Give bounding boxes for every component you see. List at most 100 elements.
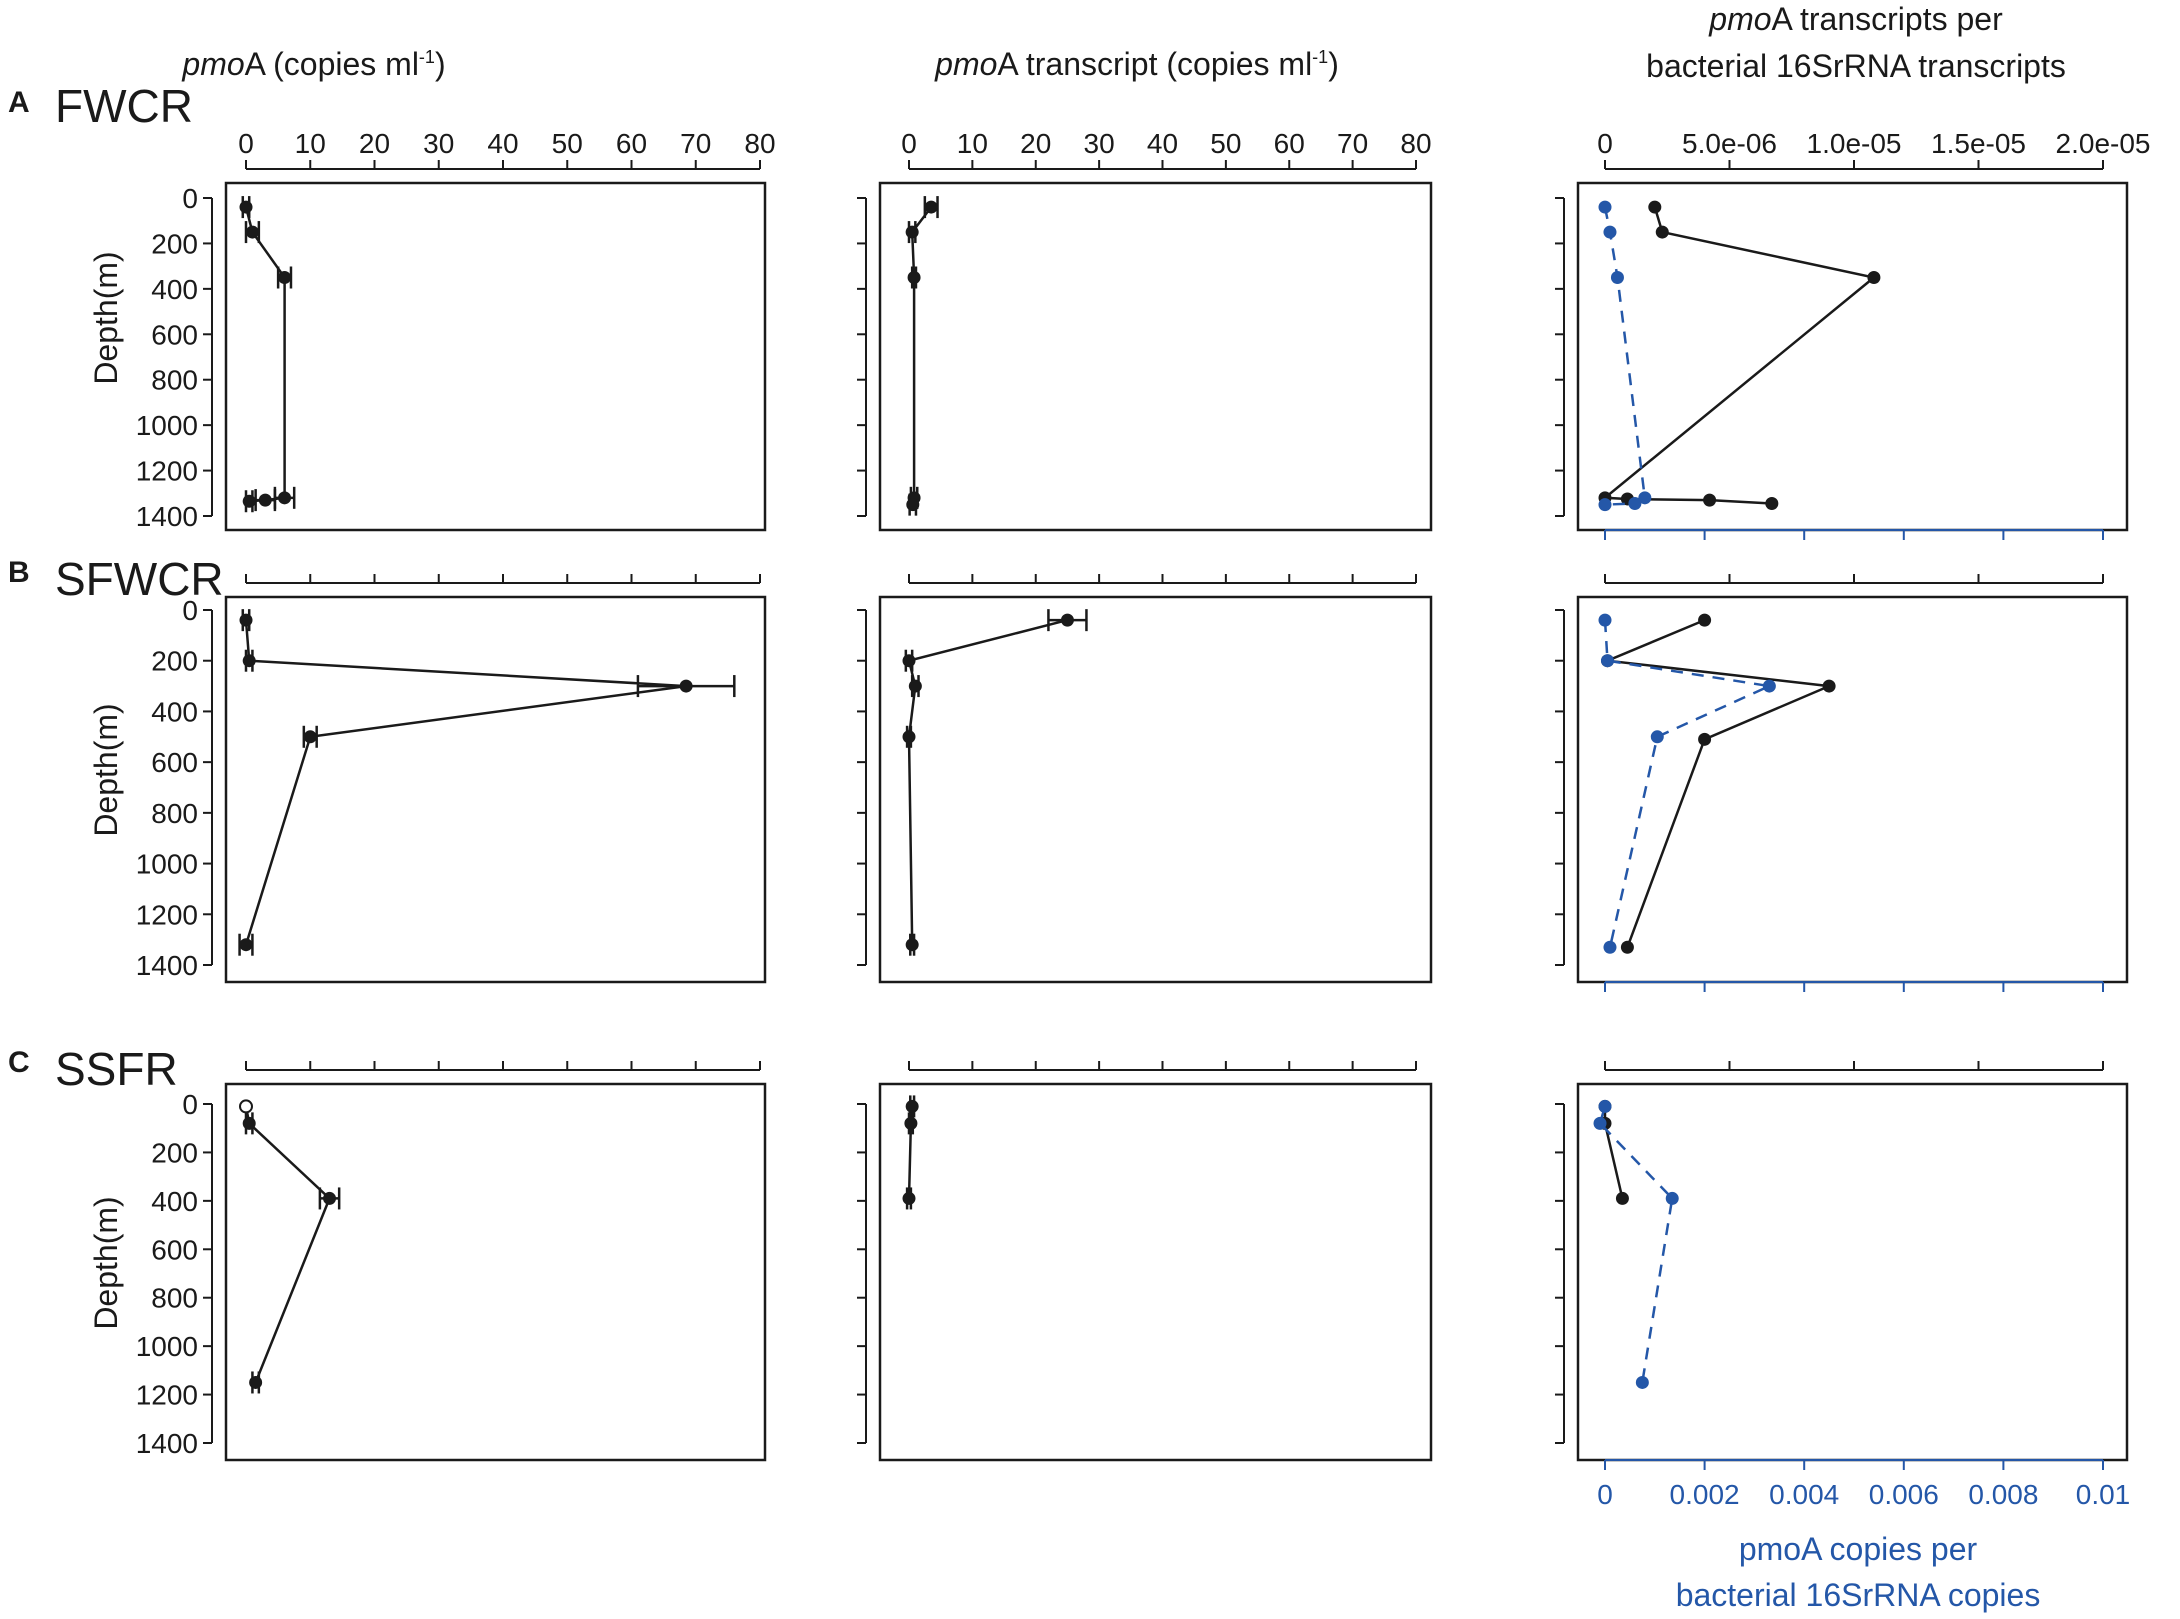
data-point <box>239 938 253 952</box>
x-tick-label: 40 <box>487 128 518 159</box>
y-tick-label: 600 <box>151 747 198 778</box>
data-point <box>242 654 256 668</box>
axes-c1: 0 200 400 600 800 1000 1200 1400 <box>136 1061 767 1462</box>
axes-a1: 0 200 400 600 800 1000 1200 1400 0 10 20 30 40 50 60 70… <box>136 128 776 532</box>
axes-b3 <box>1555 574 2129 992</box>
y-tick-label: 600 <box>151 319 198 350</box>
axes-b2 <box>857 574 1433 984</box>
x2-tick-label: 0.002 <box>1670 1479 1740 1510</box>
series-line <box>244 1106 331 1383</box>
y-tick-label: 400 <box>151 274 198 305</box>
y-tick-label: 200 <box>151 646 198 677</box>
series-line <box>1602 618 1834 948</box>
series-b2-1 <box>902 609 1088 956</box>
plot-frame <box>224 595 767 984</box>
data-point <box>1620 940 1634 954</box>
series-a2-1 <box>905 196 939 516</box>
series-line <box>244 620 687 946</box>
series-b3-2 <box>1598 613 1776 954</box>
plot-frame <box>878 181 1433 532</box>
series-a3-2 <box>1598 200 1652 512</box>
x-tick-label: 2.0e-05 <box>2056 128 2151 159</box>
x-tick-label: 80 <box>744 128 775 159</box>
data-point <box>1650 730 1664 744</box>
x2-tick-label: 0.006 <box>1869 1479 1939 1510</box>
data-point <box>1628 497 1642 511</box>
y-tick-label: 1400 <box>136 950 198 981</box>
col2-axis-title: pmoA transcript (copies ml-1) <box>934 46 1339 82</box>
y-tick-label: 400 <box>151 696 198 727</box>
series-c1-1 <box>239 1099 341 1394</box>
data-point <box>905 225 919 239</box>
data-point <box>1765 497 1779 511</box>
x-tick-label: 50 <box>552 128 583 159</box>
data-point <box>1822 679 1836 693</box>
x-tick-label: 30 <box>423 128 454 159</box>
y-tick-label: 1000 <box>136 1331 198 1362</box>
data-point <box>239 200 253 214</box>
data-point <box>249 1375 263 1389</box>
data-point <box>323 1191 337 1205</box>
x-tick-label: 10 <box>957 128 988 159</box>
y-tick-label: 400 <box>151 1186 198 1217</box>
data-point <box>1762 679 1776 693</box>
axes-c3: 0 0.002 0.004 0.006 0.008 0.01 <box>1555 1061 2130 1510</box>
x-tick-label: 0 <box>1597 128 1613 159</box>
data-point <box>1635 1375 1649 1389</box>
plot-frame <box>878 595 1433 984</box>
site-label-fwcr: FWCR <box>55 80 193 132</box>
x-tick-label: 60 <box>616 128 647 159</box>
col1-axis-title: pmoA (copies ml-1) <box>181 46 445 82</box>
x-tick-label: 80 <box>1400 128 1431 159</box>
data-point <box>1655 225 1669 239</box>
site-label-ssfr: SSFR <box>55 1043 178 1095</box>
series-c2-1 <box>902 1095 919 1210</box>
y-tick-label: 0 <box>182 183 198 214</box>
data-point <box>1703 493 1717 507</box>
y-tick-label: 600 <box>151 1234 198 1265</box>
x-tick-label: 10 <box>295 128 326 159</box>
y-tick-label: 800 <box>151 798 198 829</box>
data-point <box>1603 940 1617 954</box>
plot-frame <box>878 1082 1433 1462</box>
data-point <box>1867 271 1881 284</box>
x-tick-label: 1.0e-05 <box>1807 128 1902 159</box>
x-tick-label: 20 <box>359 128 390 159</box>
data-point <box>902 730 916 744</box>
y-tick-label: 200 <box>151 1137 198 1168</box>
bottom-axis-title-line2: bacterial 16SrRNA copies <box>1676 1577 2041 1613</box>
x-tick-label: 0 <box>901 128 917 159</box>
y-tick-label: 0 <box>182 1089 198 1120</box>
data-point <box>303 730 317 744</box>
data-point <box>1638 491 1652 505</box>
y-tick-label: 1200 <box>136 899 198 930</box>
series-line <box>907 618 1068 945</box>
y-tick-label: 200 <box>151 228 198 259</box>
series-line <box>1598 1106 1674 1383</box>
y-tick-label: 1000 <box>136 849 198 880</box>
data-point <box>902 654 916 668</box>
data-point <box>924 200 938 214</box>
series-line <box>1603 206 1647 506</box>
data-point <box>908 679 922 693</box>
data-point <box>1615 1191 1629 1205</box>
x-tick-label: 60 <box>1274 128 1305 159</box>
data-point <box>242 1116 256 1130</box>
series-a1-1 <box>239 196 296 513</box>
data-point <box>1060 613 1074 627</box>
panel-label-c: C <box>8 1046 30 1079</box>
data-point <box>904 1116 918 1130</box>
data-point <box>1665 1191 1679 1205</box>
data-point <box>1698 732 1712 746</box>
ylabel-c: Depth(m) <box>88 1196 124 1329</box>
x2-tick-label: 0.008 <box>1968 1479 2038 1510</box>
x-tick-label: 50 <box>1210 128 1241 159</box>
data-point <box>1598 200 1612 214</box>
data-point <box>1593 1116 1607 1130</box>
series-c3-2 <box>1593 1099 1679 1389</box>
x2-tick-label: 0.01 <box>2076 1479 2131 1510</box>
data-point <box>1598 498 1612 512</box>
site-label-sfwcr: SFWCR <box>55 553 224 605</box>
series-line <box>1603 620 1774 948</box>
